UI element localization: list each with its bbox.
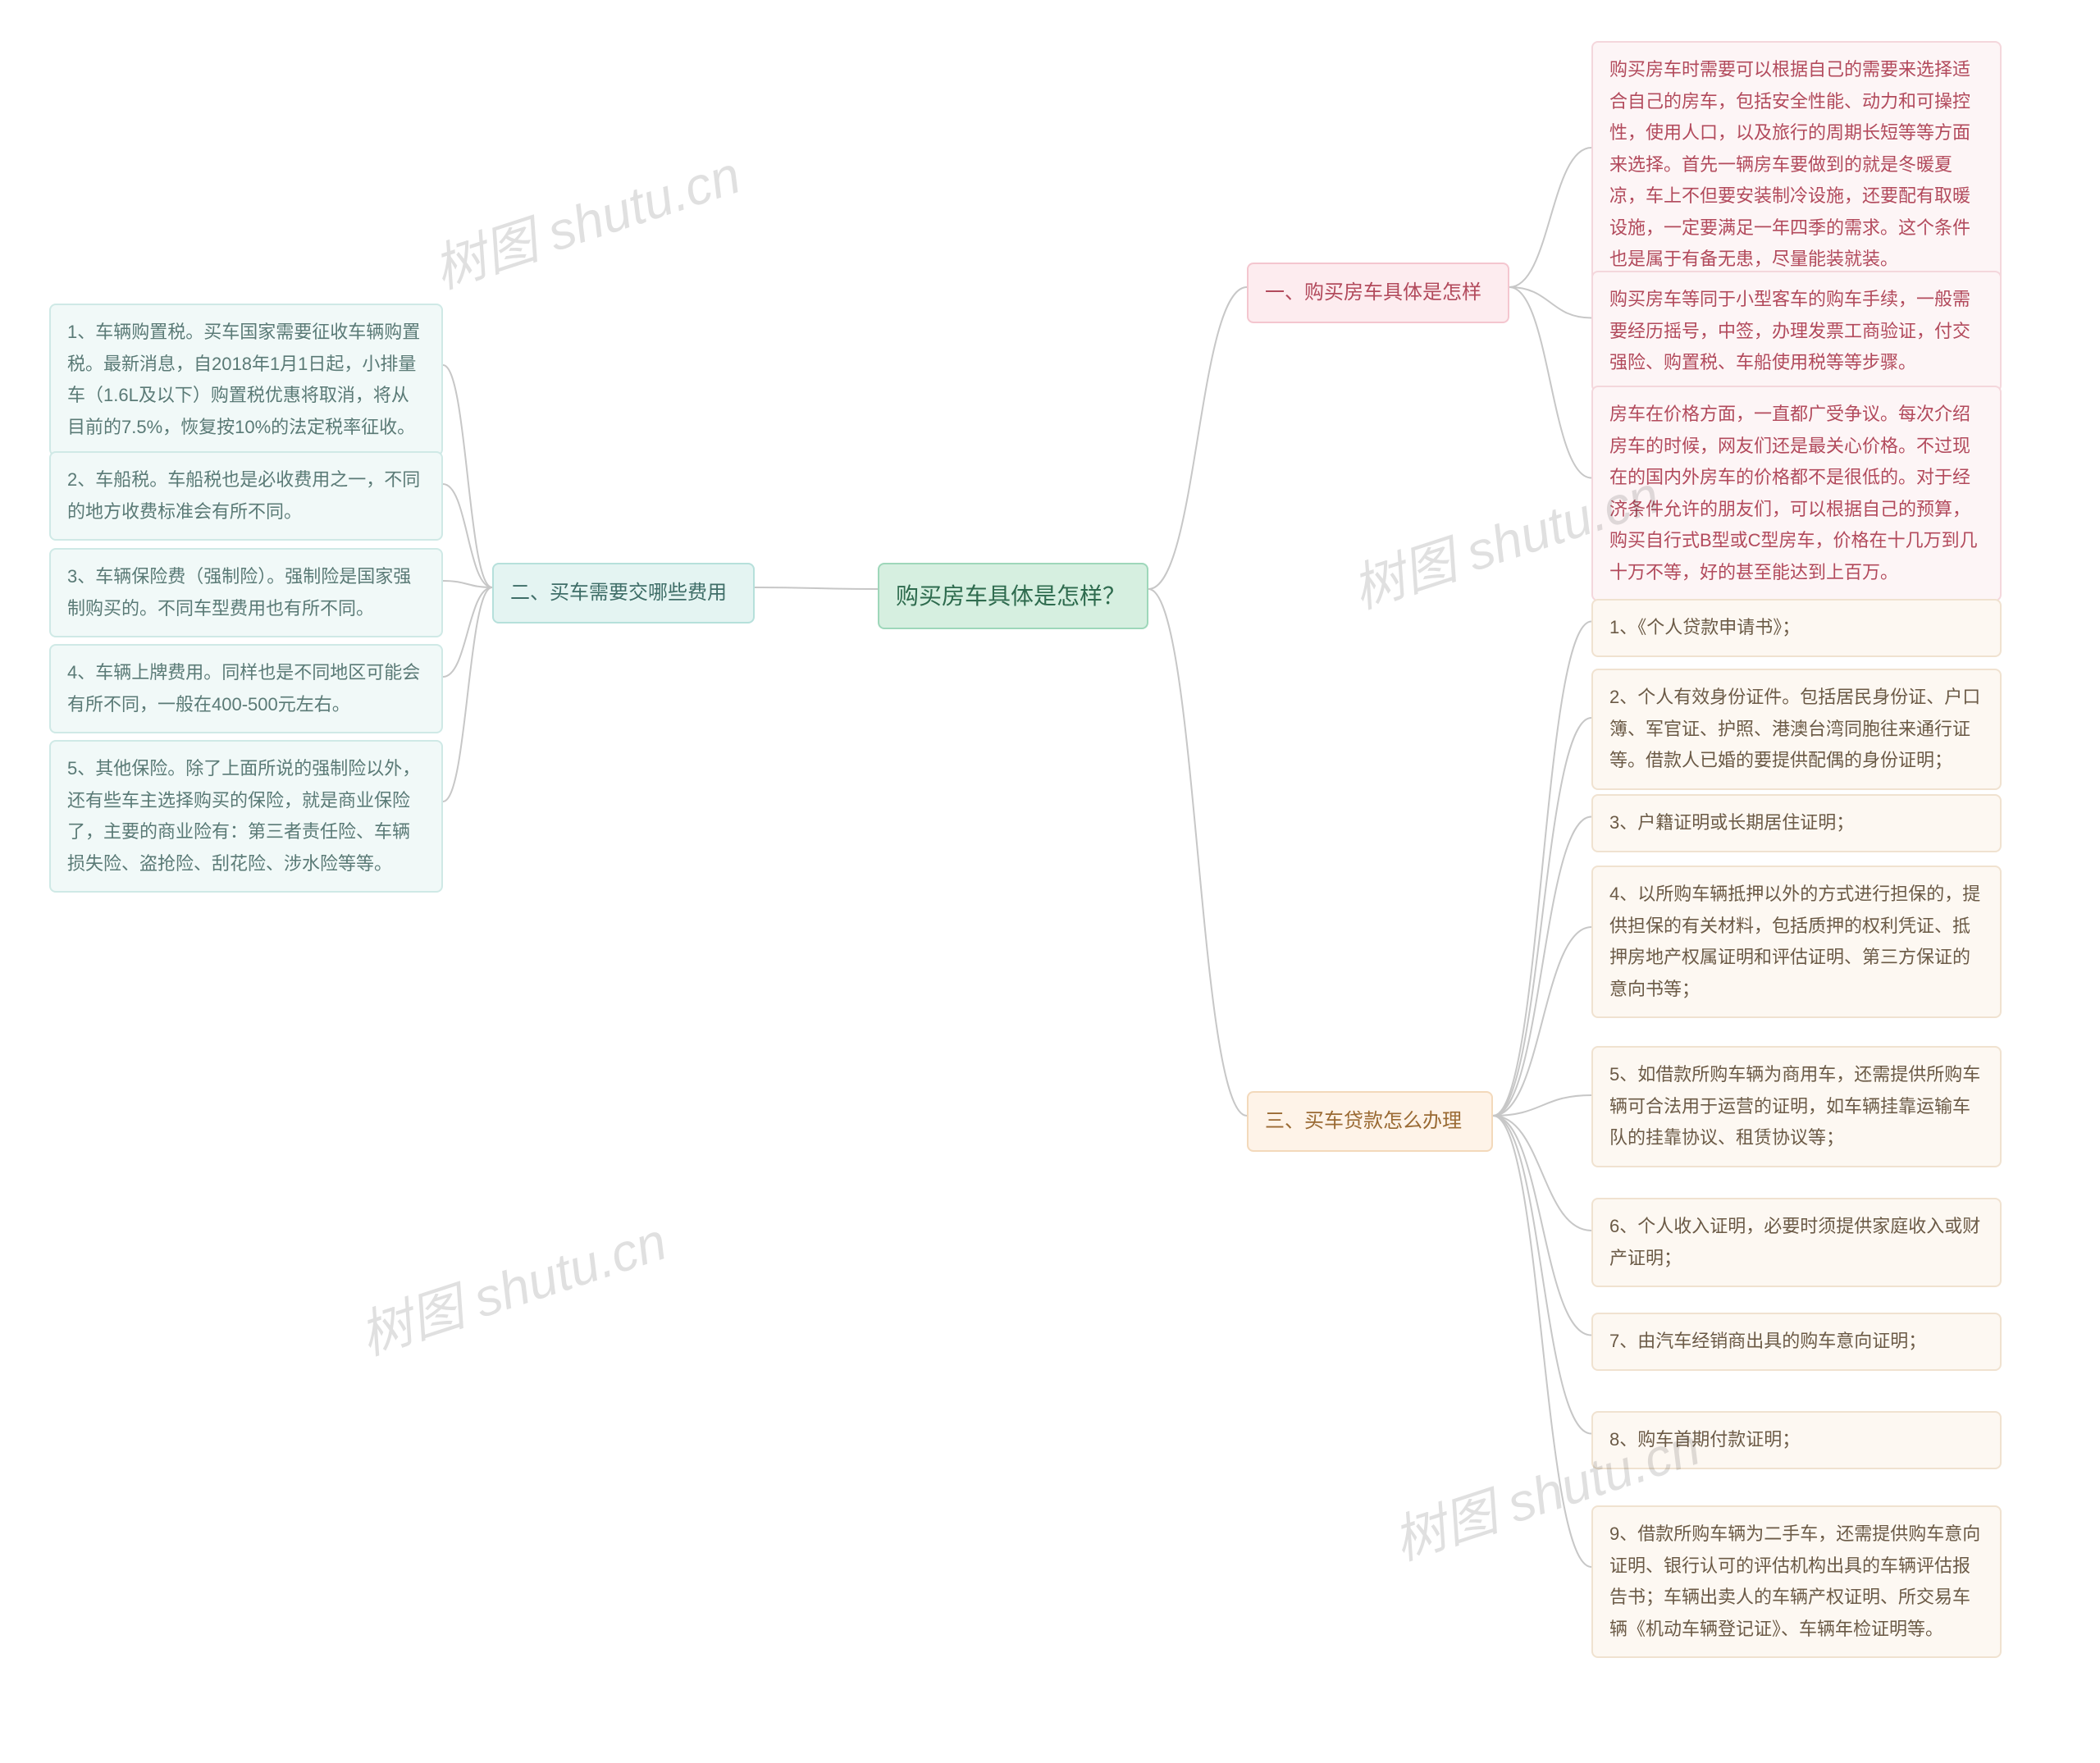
branch-2-leaf: 5、其他保险。除了上面所说的强制险以外，还有些车主选择购买的保险，就是商业保险了… bbox=[49, 740, 443, 893]
watermark: 树图 shutu.cn bbox=[349, 1199, 674, 1369]
branch-3-leaf: 6、个人收入证明，必要时须提供家庭收入或财产证明； bbox=[1591, 1198, 2002, 1287]
branch-1-node: 一、购买房车具体是怎样 bbox=[1247, 263, 1509, 323]
branch-3-leaf: 5、如借款所购车辆为商用车，还需提供所购车辆可合法用于运营的证明，如车辆挂靠运输… bbox=[1591, 1046, 2002, 1167]
branch-3-leaf: 3、户籍证明或长期居住证明； bbox=[1591, 794, 2002, 852]
watermark: 树图 shutu.cn bbox=[422, 133, 748, 303]
branch-2-node: 二、买车需要交哪些费用 bbox=[492, 563, 755, 623]
branch-3-leaf: 8、购车首期付款证明； bbox=[1591, 1411, 2002, 1469]
branch-3-leaf: 2、个人有效身份证件。包括居民身份证、户口簿、军官证、护照、港澳台湾同胞往来通行… bbox=[1591, 669, 2002, 790]
branch-2-leaf: 2、车船税。车船税也是必收费用之一，不同的地方收费标准会有所不同。 bbox=[49, 451, 443, 541]
branch-2-leaf: 3、车辆保险费（强制险）。强制险是国家强制购买的。不同车型费用也有所不同。 bbox=[49, 548, 443, 637]
central-node: 购买房车具体是怎样？ bbox=[878, 563, 1148, 629]
branch-3-leaf: 7、由汽车经销商出具的购车意向证明； bbox=[1591, 1313, 2002, 1371]
branch-3-leaf: 9、借款所购车辆为二手车，还需提供购车意向证明、银行认可的评估机构出具的车辆评估… bbox=[1591, 1505, 2002, 1658]
mindmap-canvas: 购买房车具体是怎样？ 一、购买房车具体是怎样 购买房车时需要可以根据自己的需要来… bbox=[0, 0, 2100, 1763]
branch-1-leaf: 房车在价格方面，一直都广受争议。每次介绍房车的时候，网友们还是最关心价格。不过现… bbox=[1591, 386, 2002, 601]
branch-2-leaf: 4、车辆上牌费用。同样也是不同地区可能会有所不同，一般在400-500元左右。 bbox=[49, 644, 443, 733]
branch-2-leaf: 1、车辆购置税。买车国家需要征收车辆购置税。最新消息，自2018年1月1日起，小… bbox=[49, 304, 443, 456]
branch-3-leaf: 4、以所购车辆抵押以外的方式进行担保的，提供担保的有关材料，包括质押的权利凭证、… bbox=[1591, 866, 2002, 1018]
branch-1-leaf: 购买房车等同于小型客车的购车手续，一般需要经历摇号，中签，办理发票工商验证，付交… bbox=[1591, 271, 2002, 392]
branch-3-leaf: 1、《个人贷款申请书》； bbox=[1591, 599, 2002, 657]
branch-3-node: 三、买车贷款怎么办理 bbox=[1247, 1091, 1493, 1152]
branch-1-leaf: 购买房车时需要可以根据自己的需要来选择适合自己的房车，包括安全性能、动力和可操控… bbox=[1591, 41, 2002, 289]
